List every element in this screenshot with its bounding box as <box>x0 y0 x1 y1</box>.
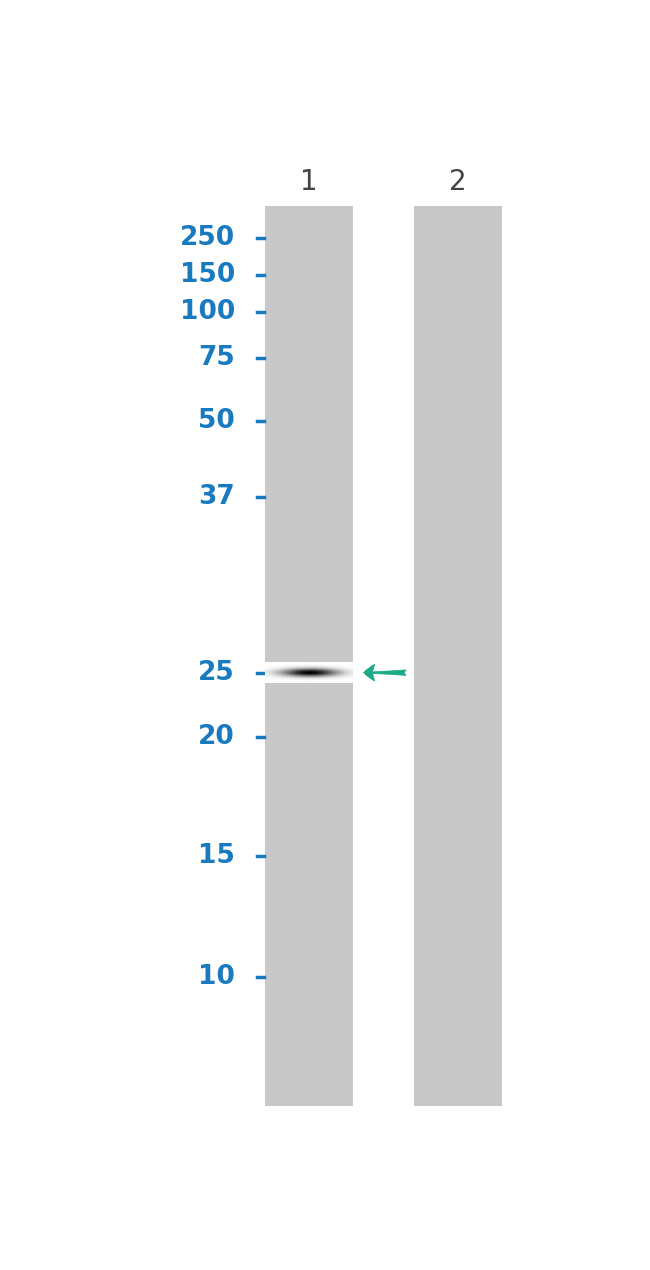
Bar <box>265 206 354 1106</box>
Text: 25: 25 <box>198 659 235 686</box>
Text: 75: 75 <box>198 344 235 371</box>
Text: 100: 100 <box>179 298 235 325</box>
Text: 37: 37 <box>198 484 235 509</box>
Text: 1: 1 <box>300 168 318 196</box>
Bar <box>414 206 502 1106</box>
Text: 20: 20 <box>198 724 235 751</box>
Text: 15: 15 <box>198 843 235 870</box>
Text: 250: 250 <box>180 226 235 251</box>
Text: 150: 150 <box>179 262 235 287</box>
Text: 50: 50 <box>198 409 235 434</box>
Text: 2: 2 <box>449 168 467 196</box>
Text: 10: 10 <box>198 964 235 989</box>
